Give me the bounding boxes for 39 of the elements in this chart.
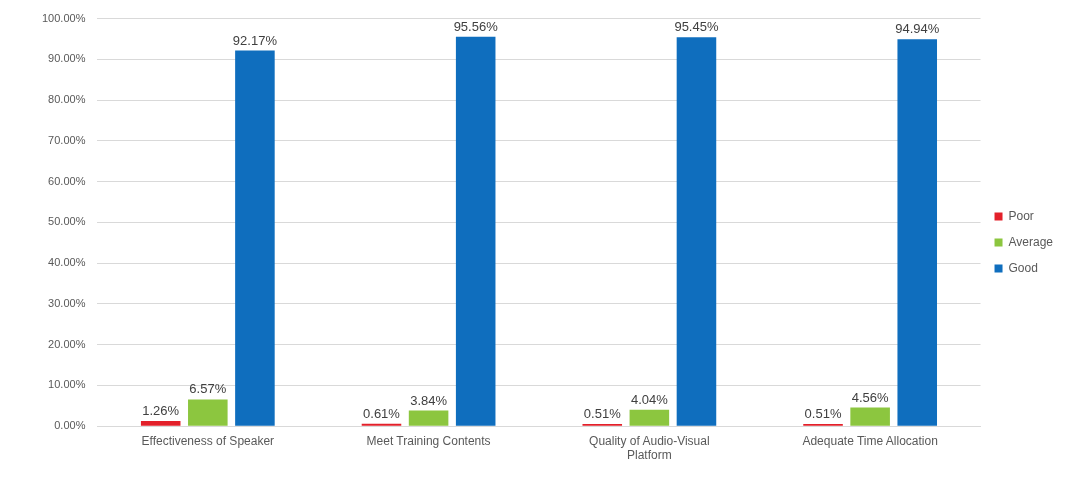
data-label: 95.56% <box>453 18 499 34</box>
y-tick-label: 10.00% <box>48 378 86 391</box>
y-tick-label: 90.00% <box>48 52 86 65</box>
y-tick-label: 40.00% <box>48 256 86 269</box>
y-tick-label: 50.00% <box>48 215 86 228</box>
y-tick-label: 60.00% <box>48 174 86 187</box>
bar <box>235 50 275 426</box>
bar <box>897 39 938 426</box>
legend-label: Average <box>1008 234 1054 249</box>
bar <box>188 399 228 426</box>
y-tick-label: 100.00% <box>41 11 86 24</box>
y-tick-label: 70.00% <box>48 133 86 146</box>
data-label: 1.26% <box>142 403 180 419</box>
data-label: 0.61% <box>363 405 401 421</box>
data-label: 4.56% <box>851 389 889 405</box>
data-label: 6.57% <box>189 381 227 397</box>
bar <box>408 410 449 426</box>
x-tick-label: Quality of Audio-Visual Platform <box>589 433 710 463</box>
data-label: 92.17% <box>232 32 278 48</box>
x-tick-label: Meet Training Contents <box>366 433 491 448</box>
y-tick-label: 20.00% <box>48 337 86 350</box>
data-label: 0.51% <box>804 406 842 422</box>
legend-label: Poor <box>1008 208 1034 223</box>
x-tick-label: Effectiveness of Speaker <box>141 433 275 448</box>
data-label: 94.94% <box>895 21 940 37</box>
data-label: 95.45% <box>674 19 719 35</box>
y-tick-label: 30.00% <box>48 296 86 309</box>
y-tick-label: 80.00% <box>48 93 86 106</box>
bar <box>676 37 717 426</box>
bar <box>629 409 670 426</box>
x-tick-label: Adequate Time Allocation <box>802 433 938 448</box>
bar <box>850 407 890 426</box>
bar <box>455 36 496 426</box>
bar <box>140 421 181 426</box>
data-label: 0.51% <box>583 406 622 422</box>
y-tick-label: 0.00% <box>54 419 86 432</box>
data-label: 3.84% <box>410 392 448 408</box>
legend-label: Good <box>1008 260 1038 275</box>
data-label: 4.04% <box>630 391 669 407</box>
